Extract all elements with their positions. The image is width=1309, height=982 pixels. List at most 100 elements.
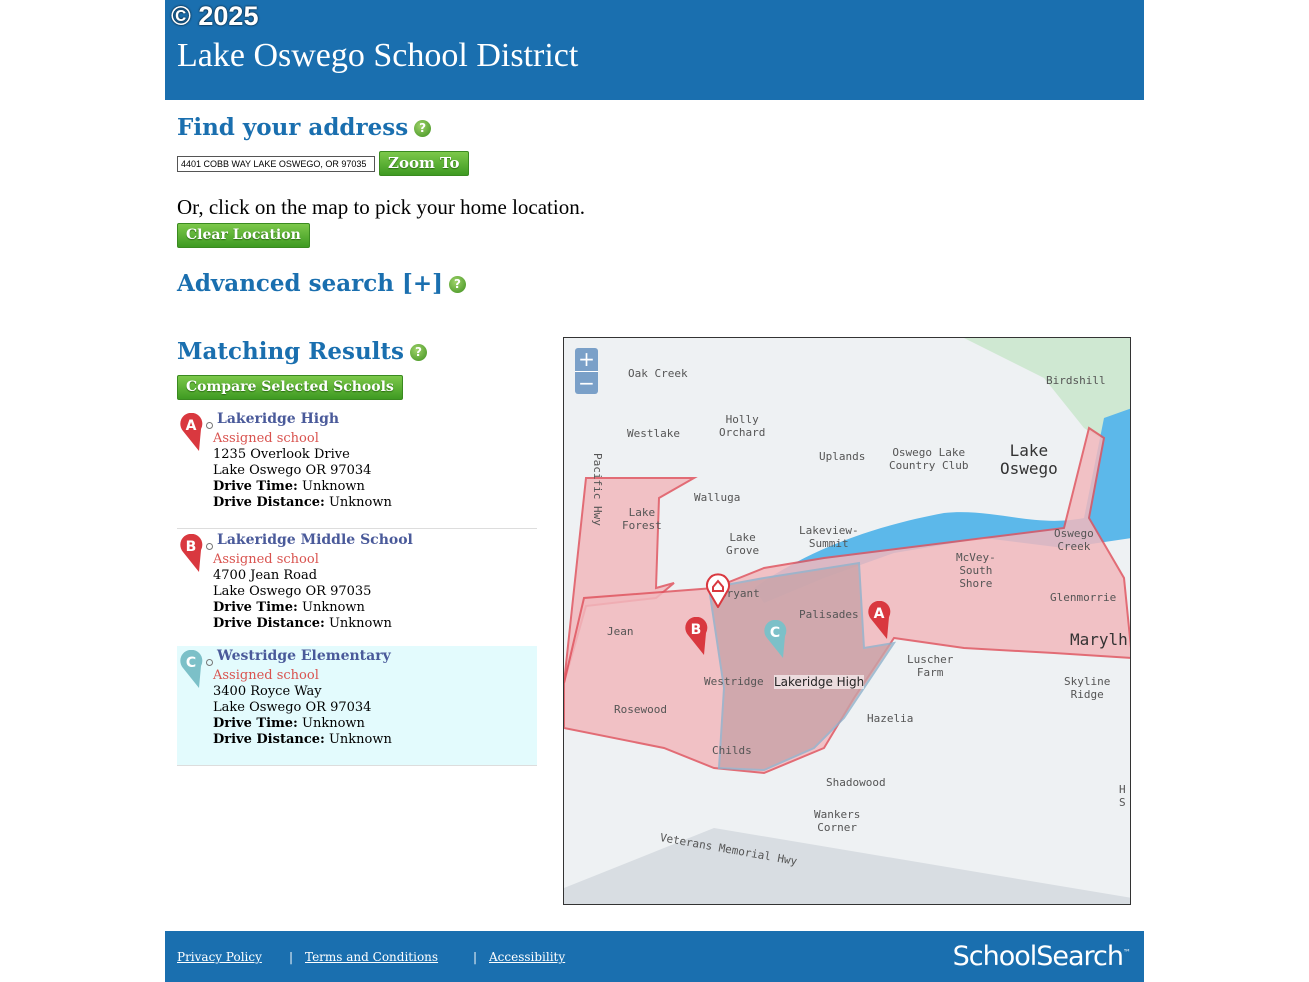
school-name[interactable]: Westridge Elementary (217, 648, 391, 664)
map-place-label: Glenmorrie (1050, 591, 1117, 604)
help-icon[interactable]: ? (410, 344, 427, 361)
logo-text: SchoolSearch (952, 941, 1124, 972)
map-place-label: Rosewood (614, 703, 667, 716)
city: Lake Oswego OR 97035 (213, 584, 372, 599)
map-place-label: Lake Oswego (1000, 441, 1058, 478)
select-radio[interactable] (206, 659, 213, 666)
drive-time-label: Drive Time: (213, 600, 298, 615)
assigned-status: Assigned school (213, 552, 319, 567)
drive-time: Unknown (302, 716, 365, 731)
map-place-label: Birdshill (1046, 374, 1106, 387)
map-place-label: Bryant (720, 587, 760, 600)
map-place-label: Shadowood (826, 776, 886, 789)
footer: Privacy Policy | Terms and Conditions | … (165, 931, 1144, 982)
find-address-heading: Find your address? (177, 114, 432, 141)
drive-distance: Unknown (328, 616, 392, 631)
svg-text:B: B (691, 622, 702, 638)
zoom-control[interactable]: + − (575, 348, 598, 394)
attendance-area-westridge (707, 561, 897, 772)
map-place-label: Uplands (819, 450, 866, 463)
map-canvas[interactable] (564, 338, 1131, 905)
copyright-watermark: © 2025 (171, 1, 259, 31)
drive-distance-label: Drive Distance: (213, 616, 325, 631)
result-item[interactable]: B Lakeridge Middle School Assigned schoo… (177, 530, 537, 650)
assigned-status: Assigned school (213, 431, 319, 446)
map-place-label: Lakeview- Summit (799, 524, 859, 550)
schoolsearch-logo: SchoolSearch™ (952, 941, 1131, 972)
street: 1235 Overlook Drive (213, 447, 350, 462)
matching-results-heading: Matching Results? (177, 338, 427, 365)
separator: | (289, 950, 294, 964)
svg-text:B: B (186, 539, 197, 555)
city: Lake Oswego OR 97034 (213, 700, 372, 715)
drive-distance: Unknown (328, 732, 392, 747)
heading-text[interactable]: Advanced search [+] (177, 270, 444, 297)
zoom-out-button[interactable]: − (575, 371, 598, 394)
map-place-label: Marylh (1070, 630, 1128, 649)
map-place-label: McVey- South Shore (956, 551, 996, 590)
city: Lake Oswego OR 97034 (213, 463, 372, 478)
school-marker-b[interactable]: B (684, 617, 710, 657)
drive-time-label: Drive Time: (213, 716, 298, 731)
map-place-label: Oswego Lake Country Club (889, 446, 969, 472)
map-place-label: Westridge (704, 675, 764, 688)
heading-text: Matching Results (177, 338, 404, 365)
school-name[interactable]: Lakeridge High (217, 411, 340, 427)
street: 3400 Royce Way (213, 684, 322, 699)
street: 4700 Jean Road (213, 568, 318, 583)
map-place-label: Walluga (694, 491, 741, 504)
school-marker-a[interactable]: A (867, 601, 893, 641)
privacy-policy-link[interactable]: Privacy Policy (177, 950, 262, 964)
map-place-label: Oak Creek (628, 367, 688, 380)
header: Lake Oswego School District © 2025 (165, 0, 1144, 100)
svg-text:C: C (770, 625, 780, 641)
select-radio[interactable] (206, 422, 213, 429)
svg-text:A: A (874, 606, 885, 622)
home-location-marker (706, 573, 730, 608)
map-place-label: Luscher Farm (907, 653, 954, 679)
map-place-label: H S (1119, 783, 1126, 809)
assigned-status: Assigned school (213, 668, 319, 683)
map-place-label: Wankers Corner (814, 808, 861, 834)
heading-text: Find your address (177, 114, 409, 141)
zoom-in-button[interactable]: + (578, 347, 595, 371)
compare-selected-button[interactable]: Compare Selected Schools (177, 375, 403, 400)
or-instruction: Or, click on the map to pick your home l… (177, 195, 585, 219)
accessibility-link[interactable]: Accessibility (489, 950, 566, 964)
select-radio[interactable] (206, 543, 213, 550)
terms-link[interactable]: Terms and Conditions (305, 950, 439, 964)
map-place-label: Palisades (799, 608, 859, 621)
marker-b-icon: B (180, 534, 203, 572)
map-place-label: Lake Grove (726, 531, 760, 557)
school-name[interactable]: Lakeridge Middle School (217, 532, 413, 548)
advanced-search-heading[interactable]: Advanced search [+]? (177, 270, 467, 297)
address-input[interactable] (177, 156, 375, 172)
map-place-label: Westlake (627, 427, 680, 440)
help-icon[interactable]: ? (414, 120, 432, 137)
map-place-label: Hazelia (867, 712, 914, 725)
drive-time: Unknown (302, 479, 365, 494)
marker-a-icon: A (180, 413, 203, 451)
separator: | (473, 950, 478, 964)
site-title: Lake Oswego School District (177, 37, 579, 74)
help-icon[interactable]: ? (449, 276, 467, 293)
drive-time-label: Drive Time: (213, 479, 298, 494)
result-item[interactable]: C Westridge Elementary Assigned school 3… (177, 646, 537, 766)
drive-distance-label: Drive Distance: (213, 732, 325, 747)
clear-location-button[interactable]: Clear Location (177, 223, 310, 248)
map-hover-tooltip: Lakeridge High (774, 675, 865, 689)
svg-text:A: A (186, 418, 197, 434)
map-place-label: Oswego Creek (1054, 527, 1094, 553)
drive-distance: Unknown (328, 495, 392, 510)
map-place-label: Jean (607, 625, 634, 638)
school-marker-c[interactable]: C (763, 620, 789, 660)
drive-time: Unknown (302, 600, 365, 615)
map-place-label: Holly Orchard (719, 413, 766, 439)
zoom-to-button[interactable]: Zoom To (379, 151, 469, 176)
svg-text:C: C (186, 655, 196, 671)
logo-tm: ™ (1123, 948, 1131, 957)
result-item[interactable]: A Lakeridge High Assigned school 1235 Ov… (177, 409, 537, 529)
map[interactable]: + − Oak Creek Birdshill Holly Orchard Westl… (563, 337, 1131, 905)
map-place-label: Childs (712, 744, 752, 757)
marker-c-icon: C (180, 650, 203, 688)
